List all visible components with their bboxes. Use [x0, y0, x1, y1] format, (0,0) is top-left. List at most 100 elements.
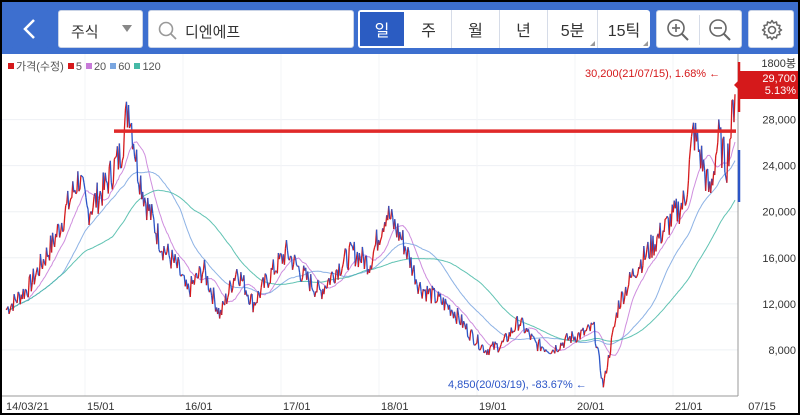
- dropdown-corner-icon: [590, 41, 595, 46]
- search-value: 디엔에프: [185, 24, 241, 41]
- price-segment: [728, 139, 731, 167]
- price-segment: [39, 253, 43, 266]
- price-segment: [660, 241, 663, 244]
- legend-swatch: [8, 63, 14, 69]
- price-segment: [378, 239, 382, 245]
- price-segment: [14, 298, 17, 302]
- price-segment: [343, 248, 346, 258]
- price-segment: [291, 264, 295, 270]
- price-segment: [53, 233, 57, 247]
- price-segment: [249, 294, 252, 305]
- price-segment: [645, 249, 648, 258]
- tab-day[interactable]: 일: [358, 10, 406, 48]
- tab-month[interactable]: 월: [452, 10, 500, 48]
- price-segment: [647, 241, 650, 259]
- price-segment: [729, 137, 732, 140]
- y-tick-label: 8,000: [768, 345, 796, 357]
- price-segment: [92, 196, 95, 208]
- price-segment: [583, 330, 586, 336]
- price-segment: [91, 207, 94, 215]
- price-segment: [721, 138, 724, 168]
- price-segment: [666, 215, 669, 219]
- price-segment: [69, 198, 72, 204]
- price-segment: [527, 329, 531, 335]
- price-segment: [622, 297, 626, 305]
- price-segment: [65, 203, 68, 206]
- price-segment: [13, 294, 16, 299]
- price-segment: [534, 341, 538, 344]
- price-segment: [685, 194, 689, 203]
- price-segment: [178, 261, 181, 276]
- price-segment: [237, 275, 240, 285]
- price-segment: [157, 223, 160, 250]
- tab-label: 5분: [560, 23, 585, 40]
- price-segment: [684, 202, 688, 206]
- price-segment: [466, 323, 469, 337]
- price-segment: [610, 332, 614, 338]
- market-select[interactable]: 주식: [58, 10, 143, 48]
- price-segment: [493, 341, 496, 350]
- price-segment: [272, 259, 275, 275]
- price-segment: [433, 288, 436, 304]
- price-segment: [621, 291, 624, 293]
- price-segment: [276, 252, 280, 274]
- price-segment: [635, 276, 638, 279]
- price-segment: [197, 266, 201, 278]
- price-segment: [88, 213, 91, 226]
- search-input[interactable]: 디엔에프: [148, 10, 354, 48]
- x-tick-label: 14/03/21: [6, 401, 49, 413]
- price-segment: [121, 156, 125, 161]
- price-segment: [64, 205, 67, 217]
- price-segment: [70, 197, 73, 199]
- price-segment: [589, 322, 592, 332]
- price-segment: [598, 355, 601, 371]
- moving-average-line: [5, 141, 736, 356]
- settings-button[interactable]: [748, 10, 794, 48]
- price-segment: [696, 132, 700, 153]
- price-segment: [317, 279, 320, 285]
- price-segment: [682, 190, 686, 200]
- price-segment: [590, 322, 593, 325]
- price-segment: [140, 175, 143, 200]
- price-segment: [264, 273, 267, 276]
- price-segment: [712, 171, 715, 186]
- price-segment: [122, 128, 126, 157]
- price-segment: [85, 197, 88, 206]
- current-price: 29,700: [762, 73, 796, 85]
- zoom-in-icon[interactable]: [665, 17, 691, 43]
- tab-week[interactable]: 주: [406, 10, 452, 48]
- price-segment: [506, 340, 509, 343]
- price-segment: [97, 200, 100, 214]
- tab-15tick[interactable]: 15틱: [598, 10, 650, 48]
- price-segment: [256, 290, 259, 304]
- price-segment: [174, 254, 177, 262]
- price-segment: [489, 345, 492, 348]
- price-segment: [113, 157, 116, 160]
- price-segment: [227, 293, 230, 298]
- moving-averages: [5, 141, 736, 356]
- y-tick-label: 28,000: [762, 115, 796, 127]
- price-segment: [171, 249, 174, 258]
- price-segment: [109, 160, 112, 183]
- legend-label: 가격(수정): [16, 61, 64, 73]
- dropdown-corner-icon: [643, 41, 648, 46]
- price-segment: [365, 256, 369, 275]
- price-segment: [201, 270, 205, 275]
- price-segment: [114, 156, 117, 158]
- zoom-out-icon[interactable]: [707, 17, 733, 43]
- back-button[interactable]: [10, 10, 50, 48]
- price-segment: [626, 289, 629, 296]
- tab-year[interactable]: 년: [500, 10, 548, 48]
- price-segment: [153, 218, 156, 234]
- price-segment: [229, 280, 232, 285]
- price-segment: [637, 266, 640, 274]
- price-segment: [564, 335, 567, 340]
- price-segment: [294, 258, 298, 266]
- tab-5min[interactable]: 5분: [548, 10, 598, 48]
- price-segment: [297, 265, 301, 273]
- price-segment: [407, 247, 410, 253]
- price-segment: [399, 231, 402, 240]
- price-segment: [68, 202, 71, 210]
- price-chart[interactable]: 8,000 12,000 16,000 20,000 24,000 28,000 1800봉…: [2, 54, 800, 415]
